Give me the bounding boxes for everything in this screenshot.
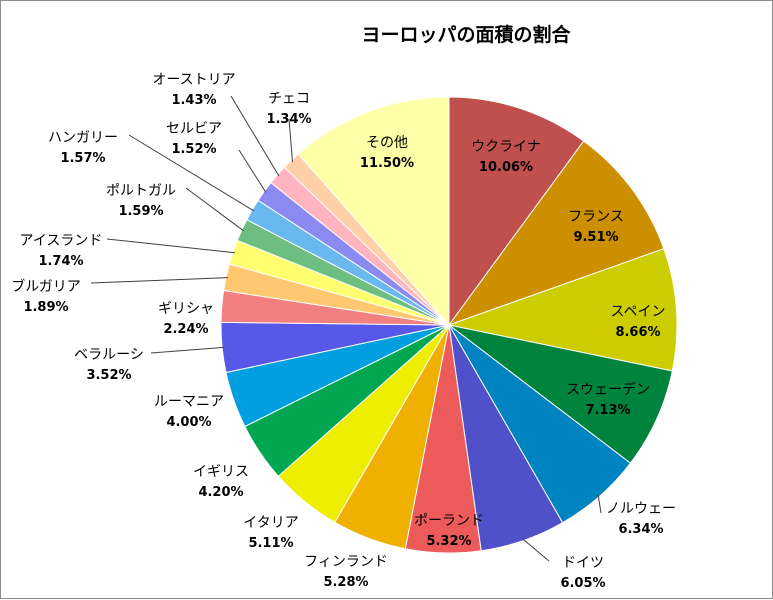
slice-percent-label: 6.05%: [560, 576, 605, 591]
slice-percent-label: 1.52%: [171, 142, 216, 157]
slice-label: ポーランド: [414, 513, 484, 529]
slice-percent-label: 10.06%: [479, 160, 533, 175]
slice-percent-label: 5.32%: [426, 534, 471, 549]
leader-line: [230, 95, 280, 177]
slice-labels: ウクライナ 10.06% フランス 9.51% スペイン 8.66% スウェーデン 7.13%…: [11, 72, 676, 591]
slice-label: ルーマニア: [154, 394, 224, 410]
leader-lines: [90, 95, 602, 562]
slice-percent-label: 1.43%: [171, 93, 216, 108]
slice-label: イタリア: [243, 515, 298, 531]
slice-label: スペイン: [610, 304, 665, 320]
slice-label: スウェーデン: [566, 381, 650, 398]
pie-slice: [447, 140, 665, 327]
slice-label: アイスランド: [20, 233, 103, 249]
leader-line: [185, 187, 244, 232]
slice-percent-label: 8.66%: [615, 325, 660, 340]
leader-line: [597, 494, 602, 514]
slice-label: ポルトガル: [106, 183, 176, 199]
slice-label: チェコ: [268, 91, 310, 107]
leader-line: [106, 238, 235, 254]
slice-percent-label: 5.11%: [248, 536, 293, 551]
slice-label: セルビア: [166, 121, 222, 137]
slice-label: ノルウェー: [606, 501, 676, 517]
leader-line: [288, 118, 293, 162]
slice-label: その他: [366, 135, 408, 151]
leader-line: [150, 346, 225, 354]
slice-percent-label: 5.28%: [323, 575, 368, 590]
slice-percent-label: 1.34%: [266, 112, 311, 127]
leader-line: [522, 538, 550, 562]
pie-slices: [220, 96, 678, 554]
slice-percent-label: 9.51%: [573, 230, 618, 245]
slice-percent-label: 1.89%: [23, 300, 68, 315]
slice-label: ハンガリー: [48, 130, 118, 146]
slice-label: イギリス: [193, 464, 249, 480]
slice-label: ウクライナ: [471, 139, 541, 155]
slice-percent-label: 6.34%: [618, 522, 663, 537]
chart-title: ヨーロッパの面積の割合: [361, 23, 571, 46]
leader-line: [90, 277, 229, 284]
slice-percent-label: 1.74%: [38, 254, 83, 269]
pie-slice: [448, 324, 673, 464]
slice-label: ベラルーシ: [74, 347, 144, 363]
leader-line: [128, 134, 255, 212]
slice-label: ブルガリア: [11, 278, 81, 295]
slice-percent-label: 4.20%: [198, 485, 243, 500]
pie-slice: [447, 248, 678, 372]
slice-label: フィンランド: [304, 554, 388, 570]
slice-label: フランス: [568, 209, 624, 225]
leader-line: [238, 149, 267, 193]
slice-percent-label: 2.24%: [163, 322, 208, 337]
slice-label: ギリシャ: [158, 301, 214, 317]
slice-percent-label: 1.57%: [60, 151, 105, 166]
pie-slice: [448, 96, 585, 327]
slice-percent-label: 1.59%: [118, 204, 163, 219]
slice-label: オーストリア: [152, 72, 235, 88]
pie-slice: [297, 96, 450, 327]
slice-percent-label: 11.50%: [360, 156, 414, 171]
slice-label: ドイツ: [562, 555, 604, 571]
slice-percent-label: 7.13%: [585, 403, 630, 418]
slice-percent-label: 3.52%: [86, 368, 131, 383]
slice-percent-label: 4.00%: [166, 415, 211, 430]
